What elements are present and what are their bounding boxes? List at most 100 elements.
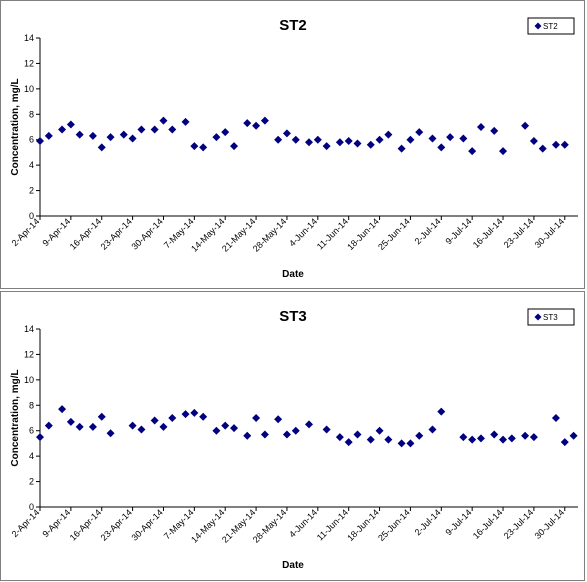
data-point <box>305 420 313 429</box>
data-point <box>199 143 208 152</box>
x-tick-label: 11-Jun-14 <box>315 216 350 251</box>
data-point <box>181 410 190 419</box>
data-point <box>375 135 384 144</box>
x-tick-label: 16-Jul-14 <box>471 216 505 250</box>
data-point <box>260 116 269 125</box>
data-point <box>199 412 208 421</box>
data-point <box>137 125 146 134</box>
data-point <box>274 135 283 144</box>
x-tick-label: 18-Jun-14 <box>345 507 381 543</box>
x-tick-label: 28-May-14 <box>251 507 288 544</box>
chart-title: ST3 <box>279 308 307 325</box>
data-point <box>384 435 393 444</box>
x-tick-label: 23-Apr-14 <box>99 216 134 251</box>
data-point <box>260 430 269 439</box>
y-tick-label: 4 <box>29 160 34 170</box>
data-point <box>384 130 393 139</box>
data-point <box>221 128 230 137</box>
data-point <box>137 425 146 434</box>
data-point <box>406 135 415 144</box>
data-point <box>353 430 362 439</box>
data-point <box>521 121 530 130</box>
legend-marker <box>534 22 542 30</box>
x-tick-label: 28-May-14 <box>251 216 288 253</box>
data-point <box>406 439 415 448</box>
x-tick-label: 30-Apr-14 <box>130 216 165 251</box>
x-tick-label: 16-Jul-14 <box>471 507 505 541</box>
data-point <box>322 425 331 434</box>
x-tick-label: 23-Jul-14 <box>502 507 536 541</box>
y-tick-label: 2 <box>29 186 34 196</box>
data-point <box>212 133 221 142</box>
x-tick-label: 9-Jul-14 <box>444 507 474 537</box>
data-point <box>159 422 168 431</box>
data-point <box>490 430 499 439</box>
y-axis-label: Concentration, mg/L <box>10 369 21 466</box>
y-tick-label: 6 <box>29 426 34 436</box>
x-axis-label: Date <box>282 560 304 571</box>
y-tick-label: 0 <box>29 502 34 512</box>
data-point <box>468 147 477 156</box>
data-point <box>243 119 252 128</box>
data-point <box>437 407 446 416</box>
data-point <box>291 426 300 435</box>
data-point <box>366 140 375 149</box>
data-point <box>36 433 44 442</box>
data-point <box>252 414 261 422</box>
x-tick-label: 18-Jun-14 <box>345 216 381 252</box>
y-axis-label: Concentration, mg/L <box>10 78 21 175</box>
y-tick-label: 8 <box>29 400 34 410</box>
data-point <box>119 130 128 139</box>
data-point <box>88 131 97 140</box>
data-point <box>159 116 168 125</box>
x-tick-label: 30-Apr-14 <box>130 507 165 542</box>
data-point <box>106 429 115 438</box>
legend-label: ST3 <box>543 313 558 322</box>
data-point <box>538 144 547 153</box>
data-point <box>150 416 159 425</box>
data-point <box>252 121 261 130</box>
data-point <box>446 133 455 142</box>
data-point <box>190 142 199 151</box>
data-point <box>459 433 468 442</box>
data-point <box>560 140 569 149</box>
x-tick-label: 9-Apr-14 <box>40 507 72 539</box>
data-point <box>366 435 375 444</box>
data-point <box>58 405 67 414</box>
data-point <box>459 134 468 143</box>
data-point <box>375 426 384 435</box>
x-tick-label: 23-Apr-14 <box>99 507 134 542</box>
y-tick-label: 8 <box>29 109 34 119</box>
data-point <box>282 430 291 439</box>
data-point <box>291 135 300 144</box>
data-point <box>97 143 106 152</box>
data-point <box>150 125 159 134</box>
data-point <box>468 435 477 444</box>
data-point <box>221 421 230 430</box>
data-point <box>521 431 530 440</box>
data-point <box>212 426 221 435</box>
x-axis-label: Date <box>282 269 304 280</box>
data-point <box>190 408 199 417</box>
y-tick-label: 2 <box>29 477 34 487</box>
data-point <box>128 134 137 143</box>
data-point <box>97 412 106 421</box>
data-point <box>106 133 115 142</box>
data-point <box>476 434 485 443</box>
data-point <box>551 140 560 149</box>
data-point <box>243 431 252 440</box>
data-point <box>428 134 437 143</box>
data-point <box>75 422 84 431</box>
y-tick-label: 12 <box>24 58 34 68</box>
data-point <box>322 142 331 151</box>
legend-box <box>527 17 575 35</box>
x-tick-label: 25-Jun-14 <box>376 216 412 252</box>
y-tick-label: 0 <box>29 211 34 221</box>
data-point <box>168 414 177 422</box>
legend: ST3 <box>527 308 575 326</box>
data-point <box>282 129 291 138</box>
data-point <box>415 431 424 440</box>
data-point <box>344 438 353 447</box>
